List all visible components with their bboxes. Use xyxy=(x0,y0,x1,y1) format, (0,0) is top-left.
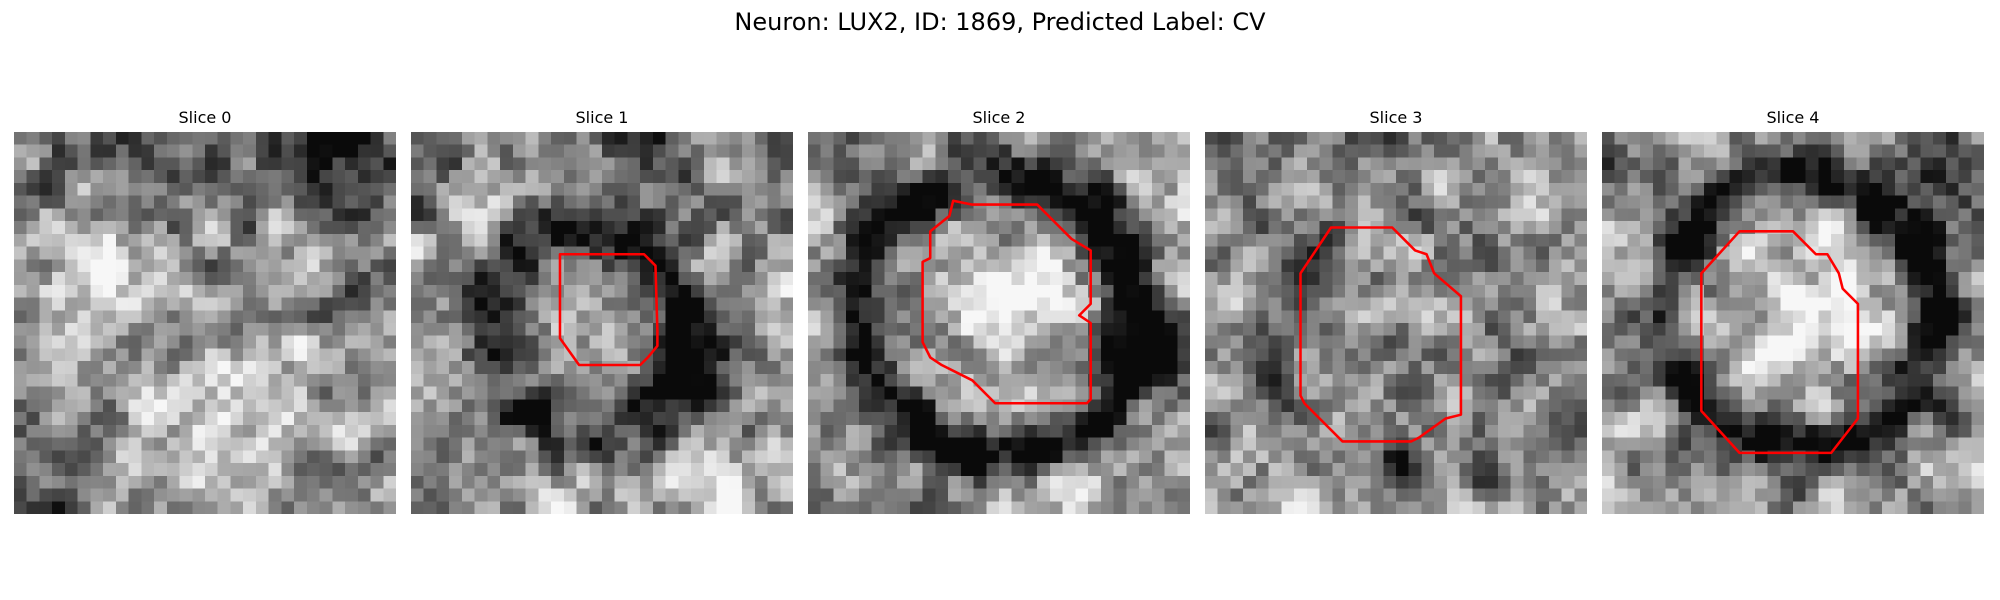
slice-panel-0: Slice 0 xyxy=(14,108,396,514)
slice-image-0 xyxy=(14,132,396,514)
slice-title-0: Slice 0 xyxy=(178,108,232,127)
slice-panel-2: Slice 2 xyxy=(808,108,1190,514)
slice-pixels xyxy=(1205,132,1587,514)
segmentation-contour xyxy=(1299,226,1463,443)
slice-image-2 xyxy=(808,132,1190,514)
slice-pixels xyxy=(14,132,396,514)
slice-image-3 xyxy=(1205,132,1587,514)
slice-title-4: Slice 4 xyxy=(1766,108,1820,127)
slice-title-3: Slice 3 xyxy=(1369,108,1423,127)
slice-panel-3: Slice 3 xyxy=(1205,108,1587,514)
segmentation-contour xyxy=(558,252,659,367)
segmentation-contour xyxy=(921,199,1092,405)
slice-pixels xyxy=(808,132,1190,514)
slice-pixels xyxy=(411,132,793,514)
slice-panel-1: Slice 1 xyxy=(411,108,793,514)
segmentation-contour xyxy=(1700,230,1860,455)
slice-title-1: Slice 1 xyxy=(575,108,629,127)
slice-title-2: Slice 2 xyxy=(972,108,1026,127)
slice-pixels xyxy=(1602,132,1984,514)
slice-panel-4: Slice 4 xyxy=(1602,108,1984,514)
slice-image-1 xyxy=(411,132,793,514)
slice-image-4 xyxy=(1602,132,1984,514)
figure-title: Neuron: LUX2, ID: 1869, Predicted Label:… xyxy=(734,8,1266,36)
